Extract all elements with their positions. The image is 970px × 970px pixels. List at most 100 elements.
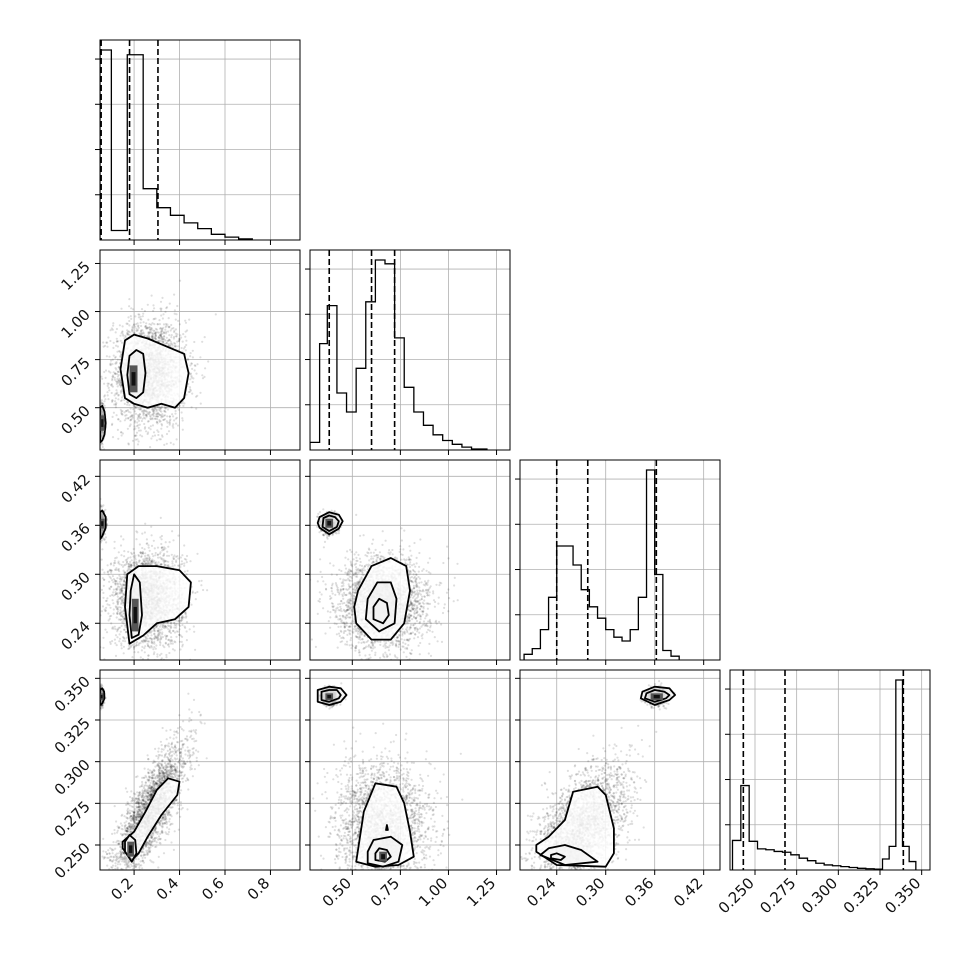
- scatter-point: [160, 406, 163, 409]
- scatter-point: [159, 623, 162, 626]
- scatter-point: [152, 409, 155, 412]
- scatter-point: [173, 344, 176, 347]
- scatter-point: [160, 333, 163, 336]
- scatter-point: [119, 391, 122, 394]
- scatter-point: [160, 546, 163, 549]
- scatter-point: [159, 414, 162, 417]
- scatter-point: [101, 402, 104, 405]
- scatter-point: [119, 355, 122, 358]
- scatter-point: [156, 405, 159, 408]
- scatter-point: [139, 551, 142, 554]
- scatter-point: [136, 322, 139, 325]
- scatter-point: [114, 356, 117, 359]
- scatter-point: [120, 412, 123, 415]
- scatter-point: [165, 420, 168, 423]
- scatter-point: [131, 328, 134, 331]
- scatter-point: [115, 382, 118, 386]
- scatter-point: [160, 563, 163, 566]
- scatter-point: [189, 364, 192, 367]
- scatter-point: [183, 345, 187, 348]
- scatter-point: [122, 645, 125, 648]
- scatter-point: [156, 415, 159, 418]
- scatter-point: [175, 345, 178, 348]
- scatter-point: [135, 538, 138, 541]
- scatter-point: [145, 327, 148, 330]
- scatter-point: [146, 335, 149, 338]
- scatter-point: [149, 417, 152, 420]
- scatter-point: [119, 377, 122, 380]
- scatter-point: [148, 326, 151, 329]
- scatter-point: [147, 333, 150, 336]
- scatter-point: [123, 579, 126, 583]
- scatter-point: [98, 421, 100, 423]
- scatter-point: [120, 642, 123, 645]
- scatter-point: [139, 317, 142, 321]
- scatter-point: [156, 422, 159, 425]
- scatter-point: [152, 332, 155, 335]
- scatter-point: [158, 654, 161, 657]
- scatter-point: [91, 359, 93, 361]
- y-tick-label: 0.50: [57, 402, 93, 438]
- scatter-point: [97, 423, 99, 425]
- scatter-point: [114, 642, 117, 645]
- scatter-point: [152, 329, 155, 332]
- scatter-point: [105, 606, 108, 609]
- scatter-point: [108, 389, 111, 392]
- scatter-point: [156, 411, 159, 414]
- panel-content: [91, 250, 300, 455]
- scatter-point: [98, 425, 100, 427]
- scatter-point: [95, 422, 97, 424]
- scatter-point: [158, 666, 160, 668]
- scatter-point: [174, 453, 176, 455]
- scatter-point: [202, 588, 205, 592]
- scatter-point: [126, 331, 129, 335]
- y-tick-label: 1.00: [57, 306, 93, 342]
- scatter-point: [171, 530, 174, 533]
- scatter-point: [189, 388, 192, 391]
- scatter-point: [122, 580, 126, 583]
- scatter-point: [142, 331, 145, 334]
- scatter-point: [201, 377, 205, 380]
- scatter-point: [106, 571, 109, 574]
- scatter-point: [167, 430, 171, 433]
- scatter-point: [141, 552, 144, 555]
- scatter-point: [186, 569, 189, 573]
- scatter-point: [158, 419, 161, 422]
- scatter-point: [183, 402, 186, 405]
- scatter-point: [146, 411, 149, 414]
- scatter-point: [97, 425, 99, 427]
- scatter-point: [98, 429, 100, 431]
- scatter-point: [142, 410, 145, 413]
- scatter-point: [165, 332, 168, 335]
- panel-hist-2: [515, 459, 721, 665]
- scatter-point: [138, 417, 141, 420]
- scatter-point: [167, 330, 170, 333]
- scatter-point: [156, 553, 159, 556]
- scatter-point: [119, 597, 122, 600]
- scatter-point: [131, 416, 134, 419]
- scatter-point: [141, 410, 144, 413]
- scatter-point: [156, 420, 159, 423]
- scatter-point: [173, 329, 176, 332]
- scatter-point: [149, 330, 152, 333]
- scatter-point: [100, 442, 103, 445]
- scatter-point: [180, 336, 183, 339]
- scatter-point: [185, 558, 188, 561]
- scatter-point: [133, 421, 136, 424]
- scatter-point: [170, 640, 174, 643]
- scatter-point: [131, 325, 134, 328]
- scatter-point: [165, 307, 168, 310]
- scatter-point: [139, 434, 142, 437]
- scatter-point: [169, 640, 172, 643]
- scatter-point: [143, 560, 146, 563]
- scatter-point: [163, 409, 166, 412]
- scatter-point: [152, 318, 155, 321]
- scatter-point: [156, 415, 159, 418]
- scatter-point: [157, 336, 160, 339]
- scatter-point: [160, 628, 163, 631]
- scatter-point: [107, 573, 110, 576]
- scatter-point: [97, 425, 99, 427]
- scatter-point: [161, 338, 164, 341]
- scatter-point: [131, 439, 135, 442]
- scatter-point: [159, 340, 163, 343]
